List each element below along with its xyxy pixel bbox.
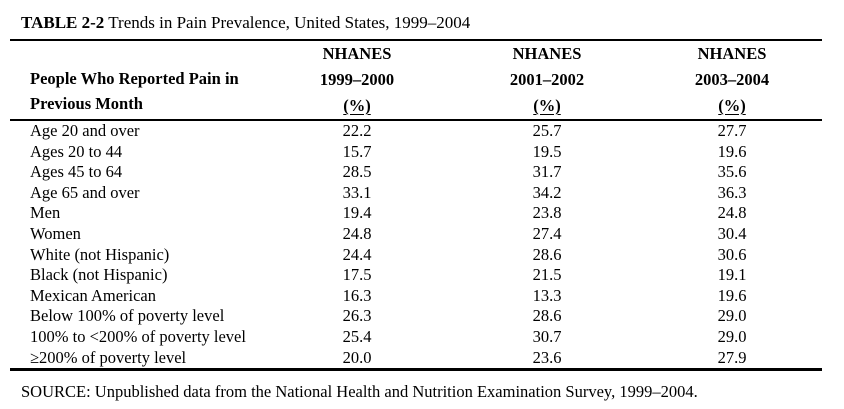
row-value-col2: 25.7 <box>532 121 562 140</box>
row-label: Ages 45 to 64 <box>30 162 123 182</box>
table-row: Below 100% of poverty level 26.3 28.6 29.0 <box>10 306 822 327</box>
row-value-col3: 19.6 <box>717 141 747 161</box>
row-value-col1: 22.2 <box>342 121 372 140</box>
column-years: 1999–2000 <box>319 70 395 89</box>
table-row: Men 19.4 23.8 24.8 <box>10 203 822 224</box>
row-value-col2: 19.5 <box>532 141 562 161</box>
table-row: Ages 20 to 44 15.7 19.5 19.6 <box>10 142 822 163</box>
row-label: White (not Hispanic) <box>30 244 170 264</box>
row-value-col2: 23.8 <box>532 203 562 223</box>
row-label: Mexican American <box>30 285 156 305</box>
table-row: Women 24.8 27.4 30.4 <box>10 224 822 245</box>
column-unit: (%) <box>718 96 746 115</box>
column-header-1999-2000: NHANES 1999–2000 (%) <box>262 40 452 120</box>
row-value-col2: 13.3 <box>532 285 562 305</box>
row-value-col1: 33.1 <box>342 182 372 202</box>
header-row: People Who Reported Pain in Previous Mon… <box>10 40 822 120</box>
row-value-col2: 31.7 <box>532 162 562 182</box>
row-label: Age 20 and over <box>30 121 140 140</box>
column-years: 2003–2004 <box>694 70 770 89</box>
table-row: ≥200% of poverty level 20.0 23.6 27.9 <box>10 348 822 370</box>
row-value-col1: 19.4 <box>342 203 372 223</box>
table-row: Age 65 and over 33.1 34.2 36.3 <box>10 183 822 204</box>
row-value-col1: 24.8 <box>342 223 372 243</box>
source-note: SOURCE: Unpublished data from the Nation… <box>21 382 698 401</box>
row-value-col3: 27.7 <box>717 121 747 140</box>
row-value-col2: 28.6 <box>532 306 562 326</box>
row-value-col3: 19.1 <box>717 265 747 285</box>
row-value-col3: 29.0 <box>717 326 747 346</box>
row-value-col3: 29.0 <box>717 306 747 326</box>
pain-prevalence-table: People Who Reported Pain in Previous Mon… <box>10 39 822 372</box>
column-survey-name: NHANES <box>512 44 582 63</box>
table-row: White (not Hispanic) 24.4 28.6 30.6 <box>10 245 822 266</box>
column-unit: (%) <box>533 96 561 115</box>
row-value-col1: 20.0 <box>342 347 372 367</box>
row-value-col1: 28.5 <box>342 162 372 182</box>
row-value-col2: 30.7 <box>532 326 562 346</box>
table-body: Age 20 and over 22.2 25.7 27.7 Ages 20 to 44… <box>10 120 822 370</box>
row-value-col2: 34.2 <box>532 182 562 202</box>
row-label: Age 65 and over <box>30 182 140 202</box>
row-value-col3: 30.4 <box>717 223 747 243</box>
row-value-col1: 15.7 <box>342 141 372 161</box>
row-header-line2: Previous Month <box>30 94 143 113</box>
row-value-col3: 36.3 <box>717 182 747 202</box>
table-container: People Who Reported Pain in Previous Mon… <box>10 39 822 372</box>
row-value-col2: 28.6 <box>532 244 562 264</box>
row-header-cell: People Who Reported Pain in Previous Mon… <box>10 40 262 120</box>
column-header-2003-2004: NHANES 2003–2004 (%) <box>642 40 822 120</box>
table-row: Mexican American 16.3 13.3 19.6 <box>10 286 822 307</box>
column-survey-name: NHANES <box>322 44 392 63</box>
row-value-col2: 27.4 <box>532 223 562 243</box>
row-value-col3: 30.6 <box>717 244 747 264</box>
row-value-col1: 17.5 <box>342 265 372 285</box>
table-row: Age 20 and over 22.2 25.7 27.7 <box>10 120 822 142</box>
table-row: Ages 45 to 64 28.5 31.7 35.6 <box>10 162 822 183</box>
table-row: Black (not Hispanic) 17.5 21.5 19.1 <box>10 265 822 286</box>
row-header-line1: People Who Reported Pain in <box>30 69 239 88</box>
column-unit: (%) <box>343 96 371 115</box>
row-label: Black (not Hispanic) <box>30 265 168 285</box>
row-value-col3: 24.8 <box>717 203 747 223</box>
table-title-text: Trends in Pain Prevalence, United States… <box>104 13 471 32</box>
row-value-col1: 25.4 <box>342 326 372 346</box>
row-label: Below 100% of poverty level <box>30 306 225 326</box>
column-header-2001-2002: NHANES 2001–2002 (%) <box>452 40 642 120</box>
row-value-col3: 27.9 <box>717 347 747 367</box>
row-value-col1: 24.4 <box>342 244 372 264</box>
table-row: 100% to <200% of poverty level 25.4 30.7 29… <box>10 327 822 348</box>
row-value-col3: 35.6 <box>717 162 747 182</box>
column-survey-name: NHANES <box>697 44 767 63</box>
table-title-label: TABLE 2-2 <box>21 13 105 32</box>
row-value-col2: 23.6 <box>532 347 562 367</box>
row-label: 100% to <200% of poverty level <box>30 326 246 346</box>
table-header: People Who Reported Pain in Previous Mon… <box>10 40 822 120</box>
row-label: Men <box>30 203 61 223</box>
row-label: Ages 20 to 44 <box>30 141 123 161</box>
row-value-col2: 21.5 <box>532 265 562 285</box>
row-value-col1: 16.3 <box>342 285 372 305</box>
row-label: ≥200% of poverty level <box>30 347 187 367</box>
row-value-col3: 19.6 <box>717 285 747 305</box>
table-title: TABLE 2-2 Trends in Pain Prevalence, Uni… <box>21 12 470 34</box>
row-value-col1: 26.3 <box>342 306 372 326</box>
row-label: Women <box>30 223 81 243</box>
column-years: 2001–2002 <box>509 70 585 89</box>
